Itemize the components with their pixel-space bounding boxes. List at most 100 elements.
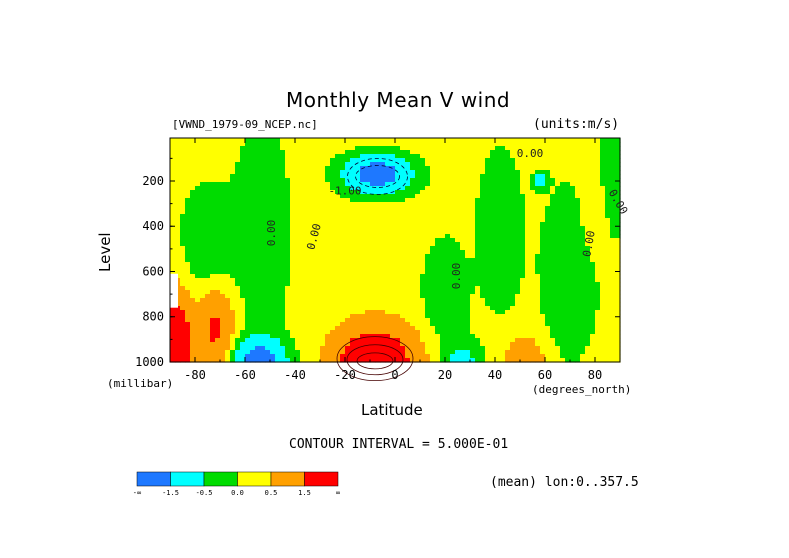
field-cell (565, 142, 571, 147)
field-cell (540, 250, 546, 255)
field-cell (305, 218, 311, 223)
field-cell (220, 358, 226, 363)
field-cell (180, 274, 186, 279)
field-cell (610, 210, 616, 215)
field-cell (260, 178, 266, 183)
field-cell (420, 338, 426, 343)
field-cell (530, 190, 536, 195)
field-cell (410, 230, 416, 235)
field-cell (415, 346, 421, 351)
field-cell (475, 170, 481, 175)
field-cell (490, 194, 496, 199)
field-cell (425, 338, 431, 343)
field-cell (545, 190, 551, 195)
field-cell (455, 270, 461, 275)
field-cell (535, 278, 541, 283)
field-cell (265, 230, 271, 235)
field-cell (570, 310, 576, 315)
field-cell (260, 182, 266, 187)
field-cell (415, 250, 421, 255)
field-cell (255, 326, 261, 331)
field-cell (330, 322, 336, 327)
field-cell (580, 322, 586, 327)
field-cell (535, 310, 541, 315)
field-cell (500, 246, 506, 251)
field-cell (575, 302, 581, 307)
field-cell (175, 150, 181, 155)
field-cell (225, 246, 231, 251)
field-cell (390, 266, 396, 271)
field-cell (330, 354, 336, 359)
field-cell (295, 298, 301, 303)
field-cell (355, 358, 361, 363)
field-cell (410, 222, 416, 227)
field-cell (440, 306, 446, 311)
field-cell (310, 282, 316, 287)
field-cell (610, 206, 616, 211)
field-cell (360, 154, 366, 159)
field-cell (495, 214, 501, 219)
field-cell (535, 342, 541, 347)
field-cell (550, 326, 556, 331)
field-cell (305, 262, 311, 267)
field-cell (340, 358, 346, 363)
field-cell (230, 254, 236, 259)
field-cell (455, 306, 461, 311)
field-cell (360, 262, 366, 267)
field-cell (310, 318, 316, 323)
field-cell (260, 246, 266, 251)
field-cell (485, 202, 491, 207)
field-cell (315, 242, 321, 247)
field-cell (260, 306, 266, 311)
field-cell (430, 314, 436, 319)
field-cell (415, 266, 421, 271)
field-cell (285, 258, 291, 263)
field-cell (415, 350, 421, 355)
field-cell (360, 230, 366, 235)
field-cell (580, 150, 586, 155)
field-cell (550, 254, 556, 259)
field-cell (225, 254, 231, 259)
field-cell (430, 290, 436, 295)
field-cell (500, 206, 506, 211)
field-cell (435, 162, 441, 167)
field-cell (265, 294, 271, 299)
field-cell (175, 210, 181, 215)
field-cell (215, 334, 221, 339)
field-cell (170, 238, 176, 243)
field-cell (345, 282, 351, 287)
field-cell (290, 198, 296, 203)
field-cell (465, 234, 471, 239)
field-cell (360, 234, 366, 239)
field-cell (585, 242, 591, 247)
field-cell (475, 334, 481, 339)
field-cell (245, 346, 251, 351)
field-cell (480, 330, 486, 335)
field-cell (500, 202, 506, 207)
field-cell (265, 170, 271, 175)
field-cell (320, 146, 326, 151)
field-cell (500, 186, 506, 191)
field-cell (595, 178, 601, 183)
field-cell (555, 166, 561, 171)
field-cell (565, 334, 571, 339)
field-cell (345, 326, 351, 331)
field-cell (235, 314, 241, 319)
field-cell (445, 314, 451, 319)
field-cell (395, 234, 401, 239)
field-cell (250, 138, 256, 143)
field-cell (170, 142, 176, 147)
field-cell (315, 206, 321, 211)
field-cell (310, 322, 316, 327)
field-cell (500, 198, 506, 203)
field-cell (560, 182, 566, 187)
field-cell (350, 250, 356, 255)
field-cell (210, 194, 216, 199)
field-cell (560, 170, 566, 175)
field-cell (490, 242, 496, 247)
field-cell (555, 158, 561, 163)
field-cell (195, 278, 201, 283)
field-cell (290, 358, 296, 363)
field-cell (270, 306, 276, 311)
field-cell (395, 298, 401, 303)
